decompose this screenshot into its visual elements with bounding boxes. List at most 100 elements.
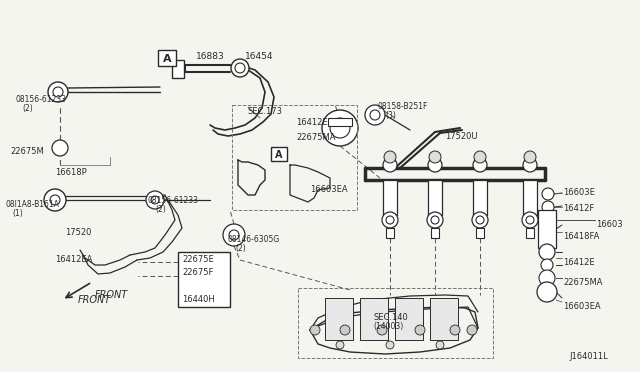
Circle shape <box>473 158 487 172</box>
Bar <box>178 252 230 307</box>
Text: (1): (1) <box>12 209 23 218</box>
Circle shape <box>429 151 441 163</box>
Text: 16603: 16603 <box>596 220 623 229</box>
Bar <box>395 298 423 340</box>
Text: A: A <box>275 150 283 160</box>
Bar <box>523 180 537 215</box>
Text: 08156-61233: 08156-61233 <box>148 196 199 205</box>
Bar <box>538 210 556 248</box>
Circle shape <box>310 325 320 335</box>
Circle shape <box>427 212 443 228</box>
Circle shape <box>450 325 460 335</box>
Circle shape <box>151 196 159 204</box>
Text: 08146-6305G: 08146-6305G <box>228 235 280 244</box>
Bar <box>328 118 352 126</box>
Text: SEC.140: SEC.140 <box>373 313 408 322</box>
Text: 16440H: 16440H <box>182 295 215 304</box>
Circle shape <box>229 230 239 240</box>
Circle shape <box>523 158 537 172</box>
Bar <box>431 228 439 238</box>
Circle shape <box>542 188 554 200</box>
Circle shape <box>526 216 534 224</box>
Text: 08158-B251F: 08158-B251F <box>378 102 428 111</box>
Text: SEC.173: SEC.173 <box>248 107 283 116</box>
Bar <box>172 60 184 78</box>
Circle shape <box>322 110 358 146</box>
Circle shape <box>472 212 488 228</box>
Circle shape <box>541 259 553 271</box>
Text: 22675M: 22675M <box>10 147 44 156</box>
Text: 08156-61233: 08156-61233 <box>15 95 66 104</box>
Text: 22675F: 22675F <box>182 268 213 277</box>
Bar <box>298 288 493 358</box>
Bar <box>526 228 534 238</box>
Text: 22675E: 22675E <box>182 255 214 264</box>
Circle shape <box>231 59 249 77</box>
Circle shape <box>476 216 484 224</box>
Bar <box>158 50 176 66</box>
Circle shape <box>330 118 350 138</box>
Text: 16603EA: 16603EA <box>310 185 348 194</box>
Text: 17520: 17520 <box>65 228 92 237</box>
Bar <box>271 147 287 161</box>
Bar <box>473 180 487 215</box>
Circle shape <box>539 270 555 286</box>
Text: 22675MA: 22675MA <box>563 278 602 287</box>
Circle shape <box>467 325 477 335</box>
Bar <box>325 298 353 340</box>
Text: (3): (3) <box>385 111 396 120</box>
Circle shape <box>384 151 396 163</box>
Circle shape <box>474 151 486 163</box>
Circle shape <box>415 325 425 335</box>
Bar <box>428 180 442 215</box>
Text: (2): (2) <box>155 205 166 214</box>
Circle shape <box>524 151 536 163</box>
Bar <box>386 228 394 238</box>
Circle shape <box>44 189 66 211</box>
Circle shape <box>386 216 394 224</box>
Text: FRONT: FRONT <box>95 290 128 300</box>
Text: 16412E: 16412E <box>296 118 328 127</box>
Circle shape <box>365 105 385 125</box>
Circle shape <box>522 212 538 228</box>
Text: J164011L: J164011L <box>569 352 608 361</box>
Text: 16412EA: 16412EA <box>55 255 92 264</box>
Text: 16883: 16883 <box>196 52 225 61</box>
Bar <box>430 298 458 340</box>
Circle shape <box>382 212 398 228</box>
Circle shape <box>48 82 68 102</box>
Circle shape <box>370 110 380 120</box>
Circle shape <box>146 191 164 209</box>
Text: (2): (2) <box>235 244 246 253</box>
Text: 16454: 16454 <box>245 52 273 61</box>
Text: A: A <box>163 54 172 64</box>
Circle shape <box>52 140 68 156</box>
Text: 17520U: 17520U <box>445 132 477 141</box>
Text: (14003): (14003) <box>373 322 403 331</box>
Text: 16618P: 16618P <box>55 168 87 177</box>
Circle shape <box>383 158 397 172</box>
Text: 08I1A8-B161A: 08I1A8-B161A <box>5 200 59 209</box>
Bar <box>232 105 357 210</box>
Circle shape <box>386 341 394 349</box>
Circle shape <box>377 325 387 335</box>
Circle shape <box>223 224 245 246</box>
Text: (2): (2) <box>22 104 33 113</box>
Circle shape <box>542 201 554 213</box>
Bar <box>383 180 397 215</box>
Text: FRONT: FRONT <box>78 295 111 305</box>
Circle shape <box>340 325 350 335</box>
Text: 16418FA: 16418FA <box>563 232 600 241</box>
Circle shape <box>431 216 439 224</box>
Text: 22675MA: 22675MA <box>296 133 335 142</box>
Bar <box>476 228 484 238</box>
Bar <box>360 298 388 340</box>
Circle shape <box>235 63 245 73</box>
Circle shape <box>336 341 344 349</box>
Circle shape <box>539 244 555 260</box>
Text: 16412F: 16412F <box>563 204 595 213</box>
Circle shape <box>50 195 60 205</box>
Text: 16412E: 16412E <box>563 258 595 267</box>
Text: 16603E: 16603E <box>563 188 595 197</box>
Circle shape <box>537 282 557 302</box>
